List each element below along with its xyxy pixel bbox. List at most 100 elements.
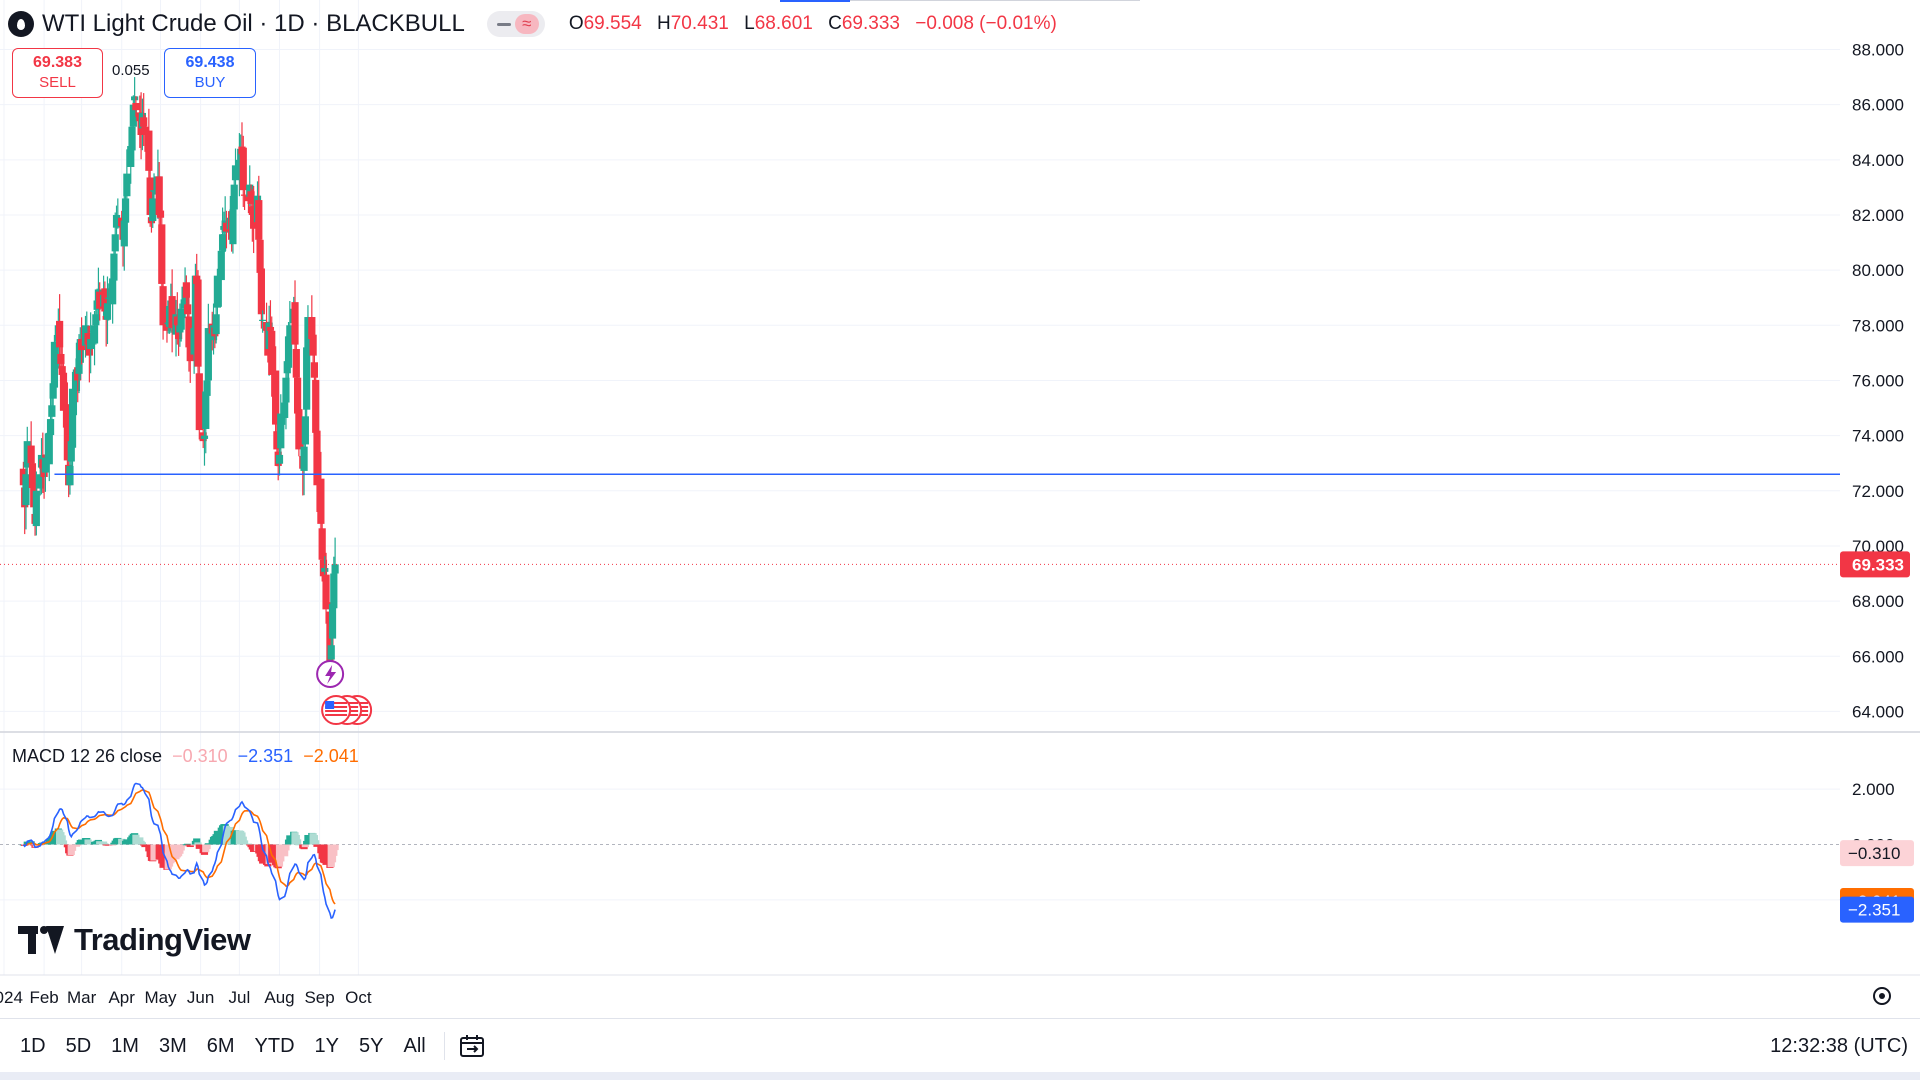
candle-body[interactable]: [83, 330, 91, 333]
candle-body[interactable]: [294, 377, 302, 414]
candle-body[interactable]: [286, 325, 294, 339]
candle-body[interactable]: [185, 316, 193, 348]
candle-body[interactable]: [259, 319, 267, 321]
minus-icon[interactable]: [496, 22, 511, 26]
candle-body[interactable]: [328, 603, 337, 639]
candle-body[interactable]: [109, 278, 117, 305]
candle-body[interactable]: [308, 317, 316, 340]
candle-body[interactable]: [248, 206, 256, 215]
candle-body[interactable]: [168, 296, 176, 329]
candle-body[interactable]: [284, 336, 293, 368]
candle-body[interactable]: [231, 165, 240, 181]
calendar-range-icon[interactable]: [459, 1034, 485, 1058]
candle-body[interactable]: [45, 432, 53, 465]
candle-body[interactable]: [146, 177, 154, 215]
candle-body[interactable]: [184, 304, 192, 315]
candle-body[interactable]: [313, 430, 321, 486]
candle-body[interactable]: [319, 559, 328, 577]
candle-body[interactable]: [32, 490, 40, 527]
period-5d[interactable]: 5D: [65, 1034, 92, 1057]
candle-body[interactable]: [272, 370, 280, 425]
candle-body[interactable]: [240, 194, 249, 196]
symbol-title[interactable]: WTI Light Crude Oil · 1D · BLACKBULL: [42, 10, 465, 37]
buy-button[interactable]: 69.438 BUY: [164, 48, 256, 98]
candle-body[interactable]: [40, 468, 48, 477]
candle-body[interactable]: [317, 478, 325, 524]
candle-body[interactable]: [140, 117, 148, 127]
period-1y[interactable]: 1Y: [314, 1034, 340, 1057]
candle-body[interactable]: [121, 198, 130, 223]
approx-icon[interactable]: ≈: [514, 14, 539, 34]
candle-body[interactable]: [58, 366, 66, 375]
candle-body[interactable]: [149, 198, 157, 222]
candle-body[interactable]: [266, 326, 275, 331]
candle-body[interactable]: [282, 377, 290, 403]
candle-body[interactable]: [177, 308, 185, 330]
candle-body[interactable]: [66, 465, 74, 486]
candle-body[interactable]: [127, 146, 135, 167]
candle-body[interactable]: [67, 441, 75, 462]
candle-body[interactable]: [101, 288, 109, 312]
candle-body[interactable]: [28, 463, 37, 489]
candle-body[interactable]: [128, 126, 136, 151]
candle-body[interactable]: [195, 373, 203, 431]
visibility-toggle[interactable]: ≈: [486, 11, 545, 37]
candle-body[interactable]: [41, 457, 49, 473]
candle-body[interactable]: [131, 96, 139, 101]
candle-body[interactable]: [190, 328, 198, 355]
candle-body[interactable]: [112, 214, 121, 228]
candle-body[interactable]: [114, 217, 122, 220]
candle-body[interactable]: [57, 353, 65, 364]
candle-body[interactable]: [111, 234, 119, 252]
candle-body[interactable]: [110, 253, 118, 281]
candle-body[interactable]: [141, 126, 149, 135]
candle-body[interactable]: [330, 573, 338, 609]
candle-body[interactable]: [310, 362, 319, 378]
candle-body[interactable]: [163, 323, 171, 331]
utc-clock[interactable]: 12:32:38 (UTC): [1770, 1035, 1908, 1057]
candle-body[interactable]: [48, 405, 56, 417]
candle-body[interactable]: [255, 200, 263, 240]
candle-body[interactable]: [129, 104, 137, 127]
period-1m[interactable]: 1M: [111, 1034, 139, 1057]
candle-body[interactable]: [120, 220, 128, 247]
candle-body[interactable]: [96, 291, 104, 309]
candle-body[interactable]: [256, 239, 264, 273]
period-3m[interactable]: 3M: [158, 1034, 187, 1057]
candle-body[interactable]: [218, 234, 227, 251]
candle-body[interactable]: [200, 435, 209, 439]
candle-body[interactable]: [150, 190, 158, 192]
candle-body[interactable]: [204, 328, 212, 381]
macd-line[interactable]: [22, 782, 336, 920]
candle-body[interactable]: [103, 303, 112, 320]
candle-body[interactable]: [46, 419, 55, 436]
candle-body[interactable]: [90, 325, 99, 344]
candle-body[interactable]: [202, 391, 210, 430]
candle-body[interactable]: [295, 409, 303, 450]
period-1d[interactable]: 1D: [20, 1034, 46, 1057]
candle-body[interactable]: [250, 212, 258, 229]
candle-body[interactable]: [132, 103, 140, 111]
candle-body[interactable]: [92, 314, 100, 326]
candle-body[interactable]: [322, 574, 330, 610]
candle-body[interactable]: [312, 379, 320, 433]
candle-body[interactable]: [213, 275, 222, 308]
candle-body[interactable]: [27, 445, 35, 464]
candle-body[interactable]: [222, 222, 231, 232]
period-ytd[interactable]: YTD: [254, 1034, 295, 1057]
candle-body[interactable]: [158, 224, 166, 284]
candle-body[interactable]: [281, 402, 289, 418]
tradingview-logo[interactable]: TradingView: [18, 922, 251, 958]
candle-body[interactable]: [155, 176, 163, 215]
candle-body[interactable]: [275, 454, 284, 464]
candle-body[interactable]: [230, 184, 238, 210]
candle-body[interactable]: [182, 282, 190, 298]
candle-body[interactable]: [159, 286, 167, 326]
candle-body[interactable]: [59, 372, 68, 411]
period-all[interactable]: All: [403, 1034, 426, 1057]
candle-body[interactable]: [105, 297, 113, 299]
candle-body[interactable]: [87, 339, 95, 350]
candle-body[interactable]: [123, 173, 131, 197]
candle-body[interactable]: [78, 339, 86, 351]
candle-body[interactable]: [277, 413, 285, 449]
